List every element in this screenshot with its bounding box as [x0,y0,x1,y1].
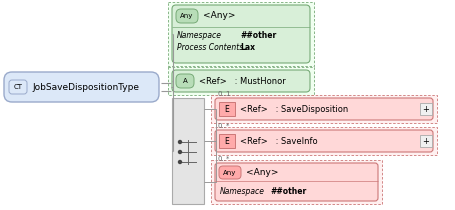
FancyBboxPatch shape [218,166,241,179]
Text: 0..*: 0..* [217,123,230,129]
Text: 0..1: 0..1 [217,91,231,97]
Text: E: E [224,105,229,113]
FancyBboxPatch shape [214,130,432,152]
Circle shape [178,151,181,154]
FancyBboxPatch shape [214,98,432,120]
Text: E: E [224,136,229,146]
FancyBboxPatch shape [4,72,159,102]
Bar [172,98,203,204]
FancyBboxPatch shape [172,70,309,92]
Bar [218,134,234,148]
Text: +: + [422,136,429,146]
FancyBboxPatch shape [9,80,27,94]
Text: ##other: ##other [239,30,276,39]
Text: Namespace: Namespace [219,186,264,196]
Text: Any: Any [223,169,236,176]
Text: <Any>: <Any> [245,168,278,177]
FancyBboxPatch shape [214,163,377,201]
Text: CT: CT [14,84,22,90]
Text: Any: Any [180,13,193,19]
Text: <Ref>   : SaveInfo: <Ref> : SaveInfo [239,136,317,146]
Text: 0..*: 0..* [217,156,230,162]
Bar [167,67,313,95]
Bar [218,102,234,116]
Bar [211,95,436,123]
FancyBboxPatch shape [176,9,197,23]
Text: <Ref>   : SaveDisposition: <Ref> : SaveDisposition [239,105,348,113]
Text: Namespace: Namespace [177,30,222,39]
Text: A: A [182,78,187,84]
FancyBboxPatch shape [176,74,193,88]
Bar [211,160,381,204]
Text: Process Contents: Process Contents [177,42,243,51]
FancyBboxPatch shape [172,5,309,63]
Bar [419,103,431,115]
Text: <Any>: <Any> [202,12,235,21]
Text: +: + [422,105,429,113]
Bar [167,2,313,66]
Text: ##other: ##other [269,186,306,196]
Circle shape [178,160,181,164]
Bar [211,127,436,155]
Text: <Ref>   : MustHonor: <Ref> : MustHonor [198,76,285,85]
Text: JobSaveDispositionType: JobSaveDispositionType [32,83,139,92]
Text: Lax: Lax [239,42,254,51]
Circle shape [178,140,181,143]
Bar [419,135,431,147]
